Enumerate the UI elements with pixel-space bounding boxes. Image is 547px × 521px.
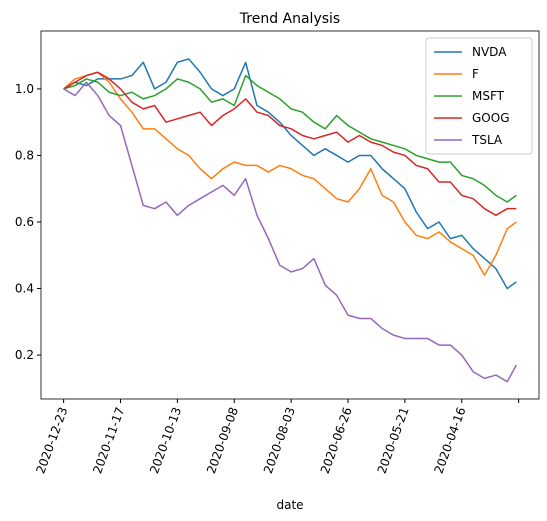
series-line [63, 58, 517, 290]
y-tick-label: 0.6 [15, 215, 34, 229]
y-tick-label: 0.2 [15, 348, 34, 362]
y-tick-label: 0.8 [15, 148, 34, 162]
chart-title: Trend Analysis [239, 11, 340, 27]
legend-box [425, 37, 533, 155]
legend-label: TSLA [471, 133, 503, 147]
series-line [63, 71, 517, 217]
y-tick-label: 1.0 [15, 82, 34, 96]
series-line [63, 81, 518, 383]
series-line [63, 74, 517, 203]
x-axis-label: date [276, 498, 303, 512]
legend-label: F [472, 67, 479, 81]
legend-label: GOOG [472, 111, 510, 125]
legend-label: NVDA [472, 45, 507, 59]
plot-frame [40, 30, 540, 400]
legend-label: MSFT [472, 89, 505, 103]
series-line [63, 71, 517, 276]
y-tick-label: 0.4 [15, 282, 34, 296]
